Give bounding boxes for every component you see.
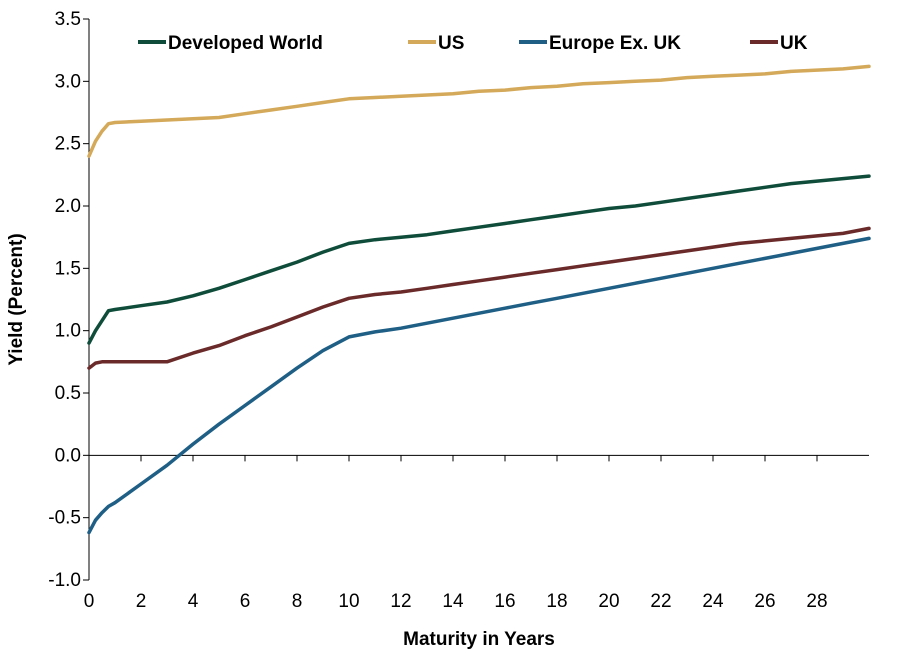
legend-label-europe-ex-uk: Europe Ex. UK [549,33,681,54]
x-tick-label: 8 [292,591,303,612]
series-line-us [87,64,871,158]
y-tick-label: 0.5 [55,383,81,404]
x-tick-label: 28 [806,591,827,612]
legend-label-developed-world: Developed World [168,33,323,54]
y-axis-title: Yield (Percent) [6,233,27,365]
legend-label-us: US [438,33,464,54]
x-tick-label: 2 [136,591,147,612]
x-tick-label: 4 [188,591,199,612]
series-line-uk [87,226,871,370]
x-tick-label: 14 [442,591,464,612]
series-line-europe-ex-uk [87,236,871,535]
legend-label-uk: UK [780,33,808,54]
plot-area [88,19,869,580]
y-tick-label: 1.5 [55,258,81,279]
y-axis: -1.0 -0.5 0.0 0.5 1.0 1.5 2.0 2.5 3.0 3.5 [48,9,89,591]
y-tick-label: 2.5 [55,134,81,155]
x-tick-label: 12 [390,591,411,612]
y-tick-label: -0.5 [48,508,81,529]
x-axis: 0 2 4 6 8 10 12 14 16 18 20 22 24 26 28 [84,455,828,612]
x-tick-label: 10 [338,591,359,612]
y-tick-label: 3.5 [55,9,81,30]
x-tick-label: 22 [650,591,671,612]
x-tick-label: 24 [702,591,724,612]
y-tick-label: 1.0 [55,321,81,342]
legend: Developed World US Europe Ex. UK UK [138,33,808,54]
x-tick-label: 26 [754,591,775,612]
x-tick-label: 18 [546,591,567,612]
y-tick-label: 3.0 [55,71,81,92]
x-tick-label: 20 [598,591,619,612]
series-line-developed-world [87,174,871,345]
x-tick-label: 6 [240,591,251,612]
x-tick-label: 16 [494,591,515,612]
y-tick-label: 2.0 [55,196,81,217]
series-layer [87,64,871,535]
y-tick-label: 0.0 [55,445,81,466]
x-tick-label: 0 [84,591,95,612]
y-tick-label: -1.0 [48,570,81,591]
x-axis-title: Maturity in Years [403,629,555,650]
